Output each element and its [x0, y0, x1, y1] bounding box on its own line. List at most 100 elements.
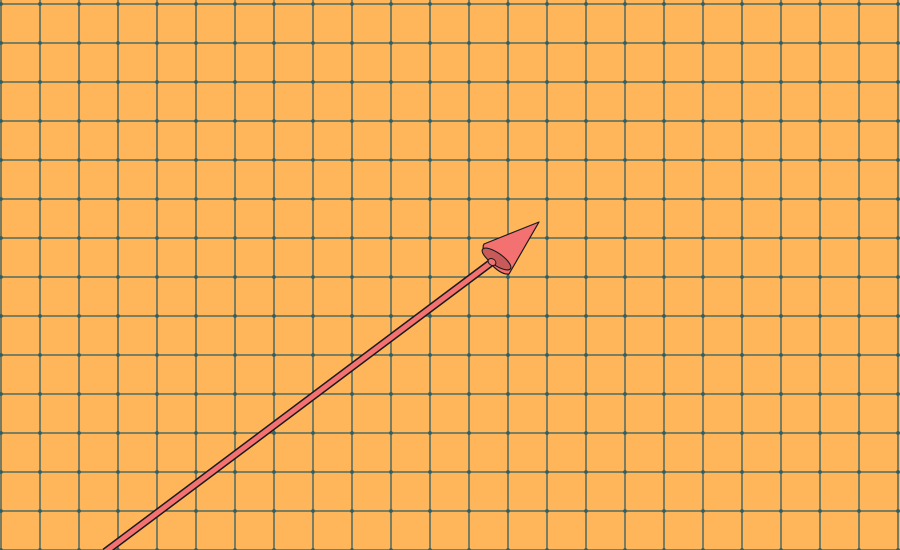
grid-dot [779, 314, 783, 318]
grid-dot [818, 2, 822, 6]
grid-dot [155, 80, 159, 84]
grid-dot [740, 158, 744, 162]
grid-dot [0, 353, 3, 357]
grid-dot [0, 431, 3, 435]
grid-dot [194, 236, 198, 240]
grid-dot [350, 392, 354, 396]
grid-dot [77, 119, 81, 123]
grid-dot [506, 314, 510, 318]
grid-dot [350, 158, 354, 162]
grid-dot [467, 236, 471, 240]
grid-dot [779, 80, 783, 84]
grid-dot [584, 392, 588, 396]
grid-dot [506, 509, 510, 513]
grid-dot [116, 275, 120, 279]
grid-dot [311, 353, 315, 357]
grid-dot [389, 236, 393, 240]
grid-dot [0, 275, 3, 279]
grid-dot [896, 470, 900, 474]
grid-dot [818, 197, 822, 201]
grid-dot [545, 509, 549, 513]
grid-dot [584, 314, 588, 318]
grid-dot [545, 353, 549, 357]
grid-dot [779, 470, 783, 474]
grid-dot [428, 314, 432, 318]
grid-dot [0, 158, 3, 162]
grid-dot [584, 2, 588, 6]
grid-dot [272, 80, 276, 84]
grid-dot [623, 41, 627, 45]
grid-dot [272, 275, 276, 279]
grid-dot [857, 353, 861, 357]
grid-dot [857, 509, 861, 513]
grid-dot [584, 119, 588, 123]
grid-dot [389, 119, 393, 123]
grid-dot [233, 392, 237, 396]
grid-dot [233, 509, 237, 513]
grid-dot [584, 431, 588, 435]
grid-dot [623, 470, 627, 474]
grid-dot [272, 2, 276, 6]
grid-dot [701, 314, 705, 318]
grid-dot [662, 197, 666, 201]
grid-dot [389, 158, 393, 162]
grid-dot [77, 470, 81, 474]
grid-dot [194, 392, 198, 396]
grid-dot [584, 509, 588, 513]
grid-dot [701, 431, 705, 435]
grid-dot [584, 41, 588, 45]
grid-dot [272, 431, 276, 435]
grid-dot [350, 470, 354, 474]
grid-dot [155, 41, 159, 45]
grid-dot [896, 392, 900, 396]
grid-dot [662, 2, 666, 6]
grid-dot [740, 275, 744, 279]
grid-dot [545, 119, 549, 123]
grid-dot [38, 275, 42, 279]
grid-dot [116, 314, 120, 318]
grid-dot [740, 41, 744, 45]
grid-dot [818, 275, 822, 279]
grid-dot [311, 314, 315, 318]
grid-dot [506, 392, 510, 396]
grid-dot [779, 158, 783, 162]
grid-dot [701, 236, 705, 240]
grid-dot [0, 509, 3, 513]
grid-dot [194, 353, 198, 357]
grid-dot [194, 41, 198, 45]
grid-dot [233, 80, 237, 84]
grid-dot [779, 509, 783, 513]
grid-dot [857, 80, 861, 84]
grid-dot [467, 431, 471, 435]
grid-dot [623, 197, 627, 201]
grid-dot [545, 80, 549, 84]
grid-dot [389, 509, 393, 513]
grid-dot [350, 2, 354, 6]
grid-dot [194, 158, 198, 162]
grid-dot [155, 431, 159, 435]
grid-dot [77, 509, 81, 513]
grid-dot [272, 158, 276, 162]
grid-dot [857, 431, 861, 435]
grid-dot [389, 275, 393, 279]
grid-dot [896, 158, 900, 162]
grid-dot [233, 41, 237, 45]
grid-dot [311, 275, 315, 279]
grid-dot [623, 275, 627, 279]
arrow-3d-icon [102, 221, 540, 550]
grid-dot [701, 80, 705, 84]
grid-dot [155, 236, 159, 240]
grid-dot [272, 392, 276, 396]
grid-dot [662, 236, 666, 240]
grid-dot [77, 431, 81, 435]
grid-dot [155, 197, 159, 201]
grid-dot [623, 80, 627, 84]
grid-dot [155, 314, 159, 318]
grid-dot [194, 119, 198, 123]
grid-dot [467, 314, 471, 318]
grid-dot [701, 470, 705, 474]
grid-dot [701, 119, 705, 123]
grid-dot [155, 470, 159, 474]
